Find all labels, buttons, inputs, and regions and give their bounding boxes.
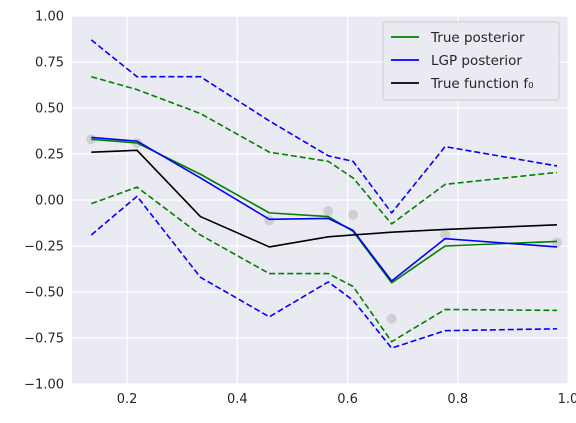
legend: True posterior LGP posterior True function… (382, 21, 560, 101)
x-tick-label: 0.8 (447, 392, 468, 407)
credible-band-line-6 (90, 195, 557, 349)
series-line-2 (91, 149, 558, 248)
x-tick-label: 0.2 (117, 392, 138, 407)
y-tick-label: 0.50 (35, 102, 64, 117)
y-tick-label: 0.25 (35, 148, 64, 163)
x-tick-label: 0.4 (227, 392, 248, 407)
credible-band-line-3 (91, 75, 558, 225)
y-tick-label: 1.00 (35, 10, 64, 25)
series-line-1 (91, 136, 558, 282)
legend-label: LGP posterior (431, 53, 522, 69)
y-tick-label: 0.75 (35, 56, 64, 71)
observation-point (386, 313, 397, 324)
observation-point (440, 229, 451, 240)
y-tick-label: −1.00 (24, 378, 64, 393)
y-tick-label: −0.75 (24, 332, 64, 347)
x-tick-label: 1.0 (558, 392, 576, 407)
observation-point (86, 134, 97, 145)
legend-box (382, 21, 560, 101)
credible-band-line-5 (90, 39, 558, 214)
observation-point (348, 209, 359, 220)
y-tick-label: 0.00 (35, 194, 64, 209)
tick-labels: 0.2 0.4 0.6 0.8 1.0 −1.00 −0.75 −0.50 −0.25 0.00 0… (24, 10, 576, 408)
observation-point (323, 206, 334, 217)
observation-points (86, 134, 562, 324)
y-tick-label: −0.25 (24, 240, 64, 255)
x-tick-label: 0.6 (337, 392, 358, 407)
y-tick-label: −0.50 (24, 286, 64, 301)
series-lines (90, 39, 558, 349)
credible-band-line-4 (91, 186, 557, 343)
observation-point (551, 237, 562, 248)
legend-label: True posterior (430, 30, 525, 46)
legend-label: True function f₀ (430, 76, 534, 92)
